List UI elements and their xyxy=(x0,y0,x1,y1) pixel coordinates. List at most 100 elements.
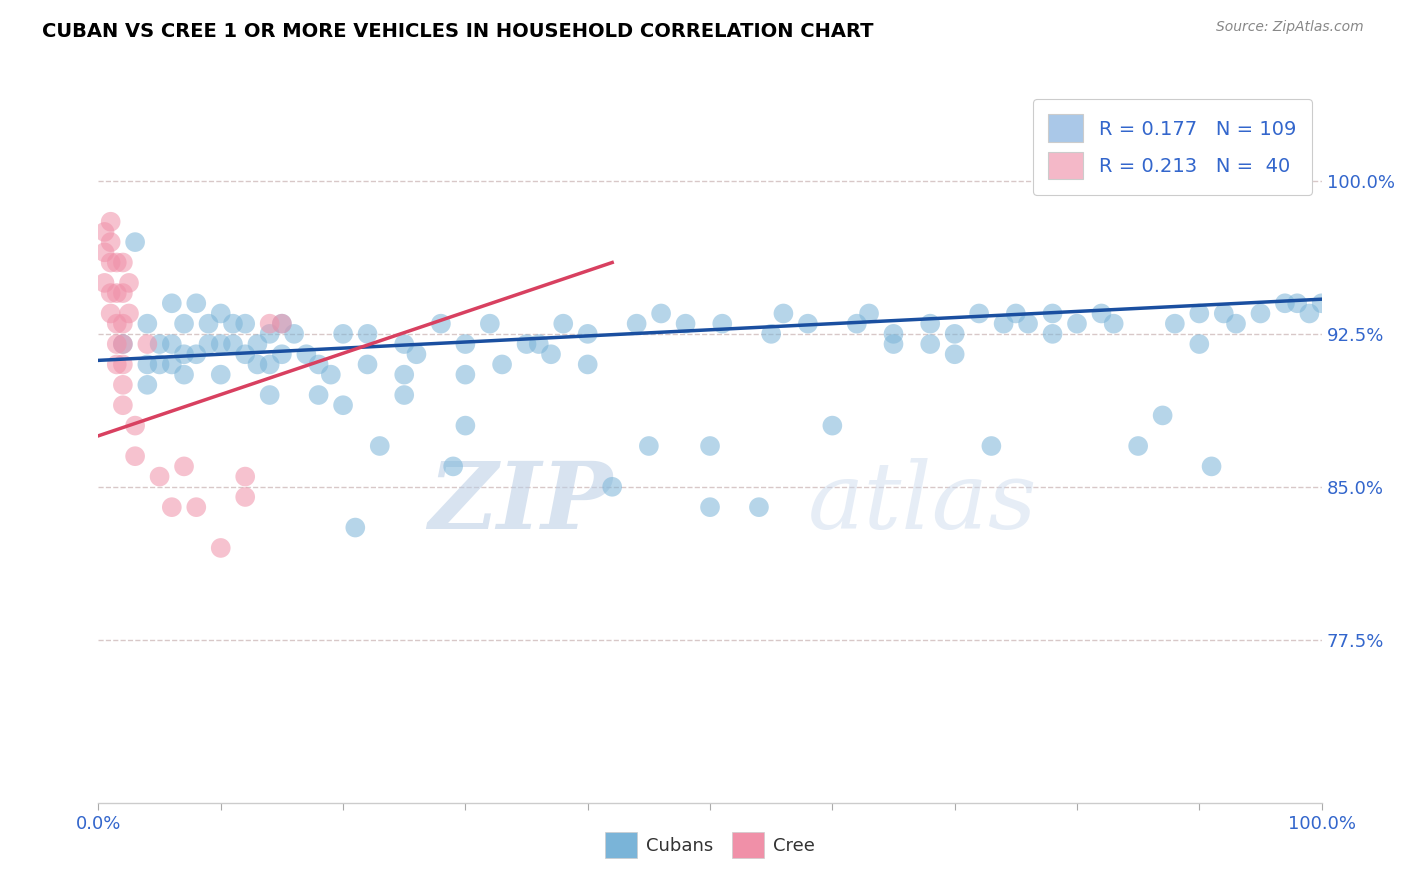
Point xyxy=(149,469,172,483)
Point xyxy=(105,286,128,301)
Point xyxy=(105,317,128,331)
Point xyxy=(111,358,134,372)
Point xyxy=(600,480,623,494)
Text: CUBAN VS CREE 1 OR MORE VEHICLES IN HOUSEHOLD CORRELATION CHART: CUBAN VS CREE 1 OR MORE VEHICLES IN HOUS… xyxy=(42,22,873,41)
Point xyxy=(173,459,195,474)
Point xyxy=(1017,317,1039,331)
Point xyxy=(454,368,477,382)
Point xyxy=(1225,317,1247,331)
Point xyxy=(430,317,453,331)
Point xyxy=(233,490,256,504)
Point xyxy=(160,296,183,310)
Point xyxy=(626,317,648,331)
Point xyxy=(540,347,562,361)
Point xyxy=(821,418,844,433)
Point xyxy=(136,377,159,392)
Point xyxy=(209,337,232,351)
Point xyxy=(124,235,146,249)
Point xyxy=(1042,306,1064,320)
Point xyxy=(454,337,477,351)
Point xyxy=(368,439,391,453)
Point xyxy=(105,337,128,351)
Point xyxy=(1212,306,1234,320)
Point xyxy=(332,398,354,412)
Text: atlas: atlas xyxy=(808,458,1038,548)
Point xyxy=(675,317,697,331)
Point xyxy=(197,337,219,351)
Point xyxy=(222,337,245,351)
Point xyxy=(761,326,783,341)
Point xyxy=(246,358,269,372)
Point xyxy=(233,347,256,361)
Point xyxy=(270,347,294,361)
Point xyxy=(1164,317,1187,331)
Point xyxy=(858,306,880,320)
Point xyxy=(233,317,256,331)
Point xyxy=(308,388,330,402)
Point xyxy=(1286,296,1309,310)
Point xyxy=(1298,306,1320,320)
Point xyxy=(111,337,134,351)
Point xyxy=(111,377,134,392)
Point xyxy=(259,326,281,341)
Point xyxy=(160,337,183,351)
Point xyxy=(920,317,942,331)
Point xyxy=(124,449,146,463)
Point xyxy=(883,337,905,351)
Point xyxy=(111,286,134,301)
Point xyxy=(136,317,159,331)
Point xyxy=(1274,296,1296,310)
Point xyxy=(699,439,721,453)
Point xyxy=(576,358,599,372)
Point xyxy=(748,500,770,515)
Point xyxy=(93,276,115,290)
Point xyxy=(883,326,905,341)
Point xyxy=(186,347,208,361)
Point xyxy=(1004,306,1026,320)
Point xyxy=(233,469,256,483)
Point xyxy=(1188,306,1211,320)
Text: ZIP: ZIP xyxy=(427,458,612,548)
Point xyxy=(392,388,416,402)
Point xyxy=(111,317,134,331)
Point xyxy=(638,439,661,453)
Point xyxy=(943,326,966,341)
Point xyxy=(441,459,464,474)
Point xyxy=(967,306,990,320)
Point xyxy=(1090,306,1112,320)
Point xyxy=(209,306,232,320)
Point xyxy=(173,347,195,361)
Point xyxy=(920,337,942,351)
Point xyxy=(270,317,294,331)
Legend: Cubans, Cree: Cubans, Cree xyxy=(598,825,823,865)
Point xyxy=(222,317,245,331)
Point xyxy=(711,317,734,331)
Point xyxy=(1128,439,1150,453)
Point xyxy=(149,337,172,351)
Point xyxy=(111,398,134,412)
Point xyxy=(1152,409,1174,423)
Point xyxy=(209,541,232,555)
Point xyxy=(246,337,269,351)
Point xyxy=(160,500,183,515)
Point xyxy=(209,368,232,382)
Point xyxy=(772,306,794,320)
Point xyxy=(1249,306,1271,320)
Point xyxy=(491,358,513,372)
Point xyxy=(576,326,599,341)
Point xyxy=(105,255,128,269)
Point xyxy=(527,337,550,351)
Point xyxy=(160,358,183,372)
Point xyxy=(259,388,281,402)
Point xyxy=(553,317,575,331)
Point xyxy=(93,225,115,239)
Point xyxy=(308,358,330,372)
Point xyxy=(173,317,195,331)
Point xyxy=(136,358,159,372)
Point xyxy=(943,347,966,361)
Point xyxy=(1201,459,1223,474)
Point xyxy=(1042,326,1064,341)
Point xyxy=(295,347,318,361)
Point xyxy=(405,347,427,361)
Point xyxy=(173,368,195,382)
